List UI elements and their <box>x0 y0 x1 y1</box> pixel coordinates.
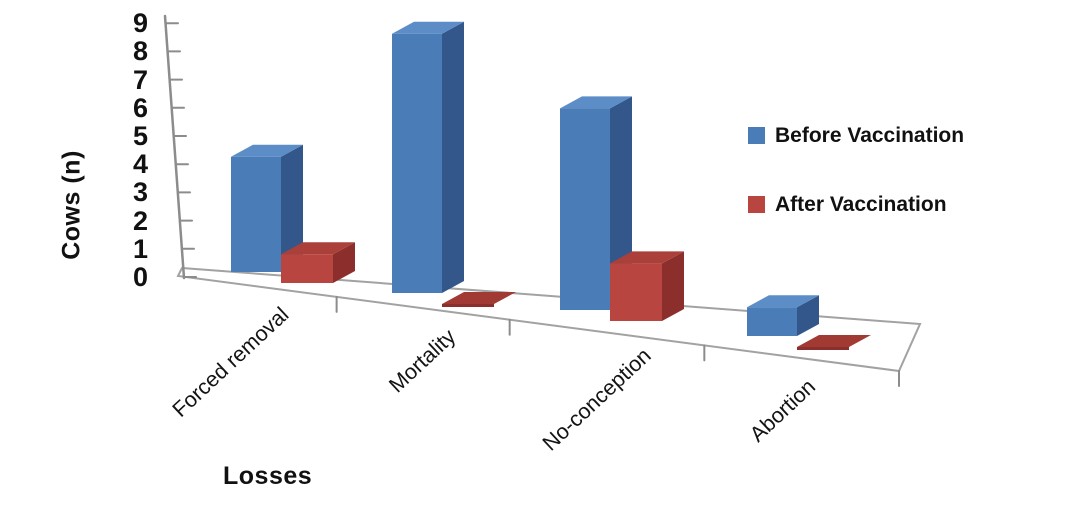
y-axis-line <box>163 14 186 280</box>
bar-side-face <box>333 242 355 283</box>
y-tick-label-4: 4 <box>132 149 148 180</box>
y-tick-label-1: 1 <box>132 233 148 264</box>
bar-top-face <box>392 21 464 34</box>
bar-after-vaccination-abortion <box>797 335 871 350</box>
y-tick-label-8: 8 <box>132 36 148 67</box>
bar-top-face <box>442 292 516 304</box>
y-tick-label-2: 2 <box>132 205 148 236</box>
bar-after-vaccination-forced-removal <box>281 242 355 283</box>
bar-front-face <box>231 156 281 272</box>
y-tick-label-5: 5 <box>132 121 148 151</box>
y-tick-label-0: 0 <box>132 262 148 292</box>
bar-side-face <box>281 144 303 272</box>
bar-before-vaccination-forced-removal <box>231 144 303 272</box>
bar-front-face <box>747 307 797 336</box>
legend-item-before-vaccination: Before Vaccination <box>748 124 965 147</box>
bar-top-face <box>231 144 303 157</box>
y-axis-title: Cows (n) <box>57 150 86 260</box>
y-tick-label-7: 7 <box>132 64 148 95</box>
x-axis-title: Losses <box>223 462 313 490</box>
bar-after-vaccination-mortality <box>442 292 516 307</box>
legend-label: After Vaccination <box>775 193 947 216</box>
bar-after-vaccination-no-conception <box>610 251 684 321</box>
bar-top-face <box>747 295 819 308</box>
bar-side-face <box>662 251 684 321</box>
bar-front-face <box>610 263 662 321</box>
bar-top-face <box>610 251 684 264</box>
bar-top-face <box>281 242 355 255</box>
legend: Before Vaccination After Vaccination <box>748 124 965 265</box>
legend-item-after-vaccination: After Vaccination <box>748 193 964 216</box>
bar-top-face <box>560 96 632 109</box>
bar-front-face <box>560 108 610 311</box>
legend-label: Before Vaccination <box>775 124 965 147</box>
legend-marker-before-vaccination <box>748 127 765 144</box>
bar-side-face <box>797 295 819 336</box>
y-tick-label-9: 9 <box>132 8 148 39</box>
bar-before-vaccination-mortality <box>392 21 464 294</box>
y-tick-label-6: 6 <box>132 92 148 123</box>
bar-before-vaccination-abortion <box>747 295 819 336</box>
bar-front-face <box>797 347 849 350</box>
bar-front-face <box>392 33 442 294</box>
bar-side-face <box>442 21 464 294</box>
y-tick-label-3: 3 <box>132 177 148 208</box>
bar-front-face <box>281 254 333 283</box>
bar-front-face <box>442 304 494 307</box>
legend-marker-after-vaccination <box>748 196 765 213</box>
bar-top-face <box>797 335 871 347</box>
